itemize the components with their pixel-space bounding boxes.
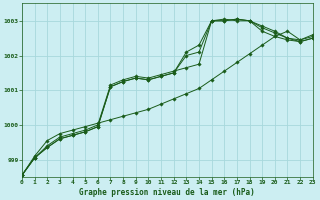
X-axis label: Graphe pression niveau de la mer (hPa): Graphe pression niveau de la mer (hPa) bbox=[79, 188, 255, 197]
